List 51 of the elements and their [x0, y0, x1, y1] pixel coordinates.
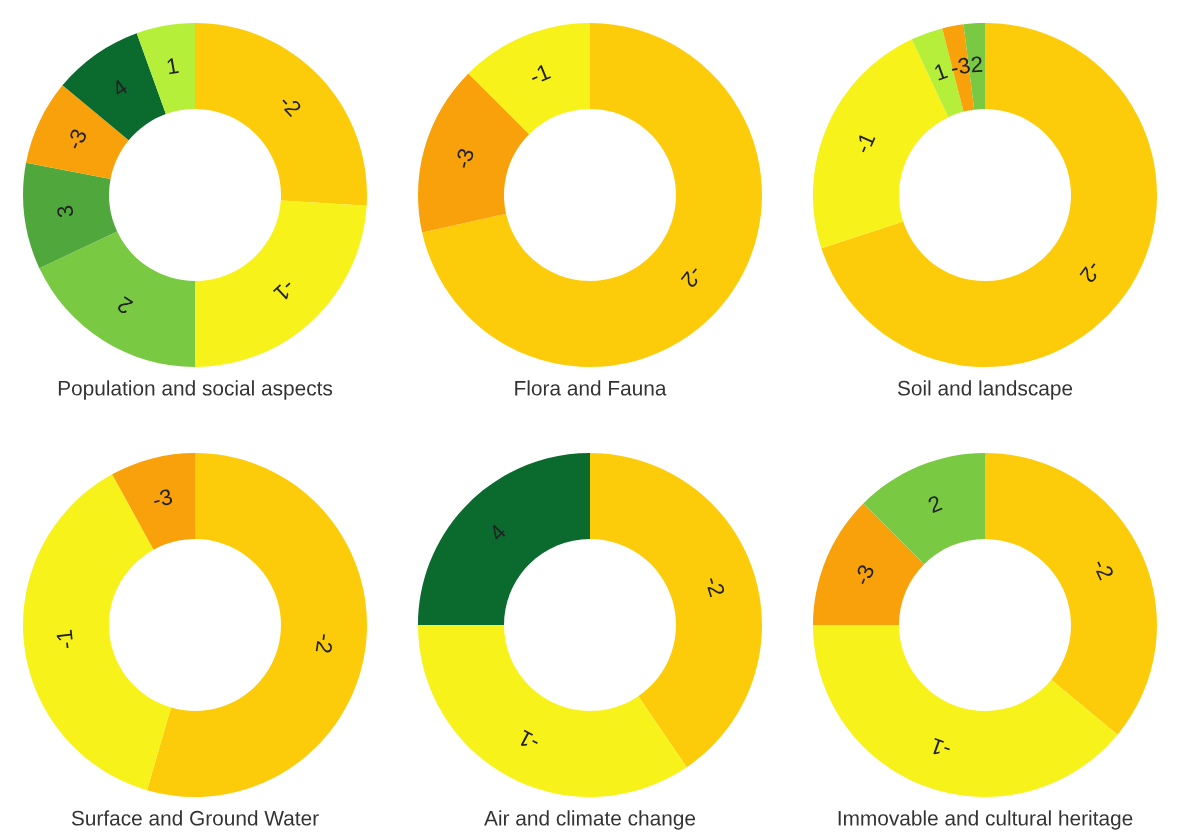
slice-label: -1 [56, 629, 74, 650]
slice-label: -1 [929, 737, 952, 759]
slice-label: -1 [517, 729, 541, 752]
slice-label: -2 [315, 633, 334, 654]
slice-label: 1 [166, 57, 179, 75]
text: Population and social aspects [58, 380, 333, 400]
donut-slice [813, 503, 925, 625]
donut-slice [813, 625, 1118, 797]
donut-slice [39, 231, 195, 367]
slice-label: -1 [854, 131, 876, 155]
slice-label: -3 [853, 563, 875, 587]
donut-slice [23, 474, 172, 791]
donut-slice [147, 453, 367, 797]
donut-slice [112, 453, 195, 550]
donut-slice [418, 625, 687, 797]
donut-slice [23, 162, 118, 269]
slice-label: 4 [110, 78, 129, 98]
slice-label: -2 [1079, 260, 1103, 284]
donut-slice [136, 23, 195, 115]
slice-label: -3 [65, 127, 88, 151]
slice-label: -3 [950, 57, 971, 76]
text: Flora and Fauna [515, 380, 667, 396]
donut-slice [418, 73, 530, 233]
donut-slice [418, 453, 590, 625]
slice-label: -3 [151, 488, 174, 509]
donut-slice [985, 453, 1157, 735]
slice-label: -2 [1092, 557, 1115, 581]
text: Surface and Ground Water [71, 810, 319, 826]
donut-slice [813, 39, 949, 249]
slice-label: -3 [454, 147, 475, 170]
slice-label: 4 [488, 523, 507, 542]
slice-label: -2 [680, 265, 704, 289]
donut-slice [590, 453, 762, 768]
donut-slice [863, 453, 985, 565]
donut-slice [422, 23, 762, 367]
donut-slice [821, 23, 1157, 367]
text: Immovable and cultural heritage [838, 810, 1133, 830]
donut-slice [195, 23, 367, 206]
slice-label: -2 [278, 93, 303, 118]
slice-label: 3 [56, 205, 74, 218]
donut-slice [468, 23, 590, 135]
donut-slice [195, 200, 367, 367]
text: Air and climate change [484, 810, 696, 830]
text: Soil and landscape [897, 380, 1073, 400]
slice-label: 2 [971, 56, 983, 73]
slice-label: 2 [116, 296, 134, 315]
slice-label: -1 [272, 278, 297, 303]
slice-label: -1 [528, 63, 551, 85]
slice-label: 1 [933, 62, 949, 81]
slice-label: 2 [927, 494, 943, 514]
slice-label: -2 [705, 575, 726, 598]
